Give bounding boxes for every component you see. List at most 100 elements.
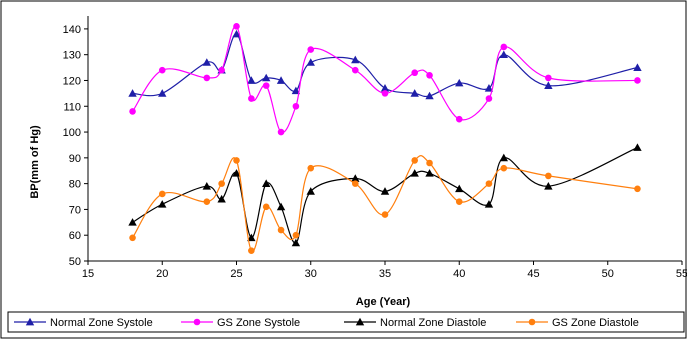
legend-label: Normal Zone Diastole (380, 317, 486, 329)
data-point-normal-zone-systole (247, 76, 256, 84)
x-tick-label: 35 (379, 268, 391, 280)
data-point-gs-zone-systole (158, 66, 166, 74)
legend-entry-gs-zone-systole: GS Zone Systole (181, 317, 300, 329)
data-point-normal-zone-systole (544, 81, 553, 89)
data-point-normal-zone-systole (455, 78, 464, 87)
data-point-gs-zone-diastole (158, 190, 166, 198)
data-point-normal-zone-systole (276, 76, 286, 84)
series-gs-zone-diastole (129, 155, 641, 254)
data-point-gs-zone-systole (262, 82, 270, 89)
data-point-gs-zone-systole (352, 66, 359, 74)
x-tick-label: 30 (305, 268, 317, 280)
data-point-normal-zone-diastole (217, 194, 226, 203)
data-point-gs-zone-diastole (426, 159, 433, 167)
data-point-normal-zone-diastole (306, 187, 315, 195)
series-normal-zone-diastole (128, 143, 642, 247)
data-point-gs-zone-diastole (455, 198, 463, 205)
data-point-normal-zone-diastole (484, 200, 494, 208)
plot-area: 50 60 70 80 90 100 110 120 130 140 15 20 25 30 35 40 45 5… (63, 16, 687, 280)
y-tick-label: 120 (63, 75, 81, 87)
data-point-normal-zone-diastole (262, 179, 271, 187)
data-point-gs-zone-diastole (352, 180, 359, 187)
data-point-gs-zone-diastole (203, 198, 211, 205)
y-tick-label: 130 (63, 50, 81, 62)
data-point-normal-zone-systole (232, 29, 241, 38)
data-point-normal-zone-diastole (247, 233, 256, 242)
data-point-gs-zone-diastole (500, 164, 508, 172)
data-point-normal-zone-systole (633, 63, 642, 71)
series-gs-zone-systole (129, 23, 641, 136)
data-point-normal-zone-diastole (158, 200, 167, 208)
data-point-normal-zone-diastole (276, 202, 286, 211)
data-point-gs-zone-systole (381, 90, 389, 97)
data-point-gs-zone-systole (485, 95, 493, 102)
x-tick-label: 55 (676, 268, 687, 280)
data-point-normal-zone-systole (306, 58, 315, 66)
data-point-normal-zone-diastole (633, 143, 642, 151)
x-axis-title: Age (Year) (356, 296, 411, 308)
data-point-normal-zone-diastole (380, 187, 390, 195)
y-tick-label: 140 (63, 24, 81, 36)
y-tick-label: 70 (69, 204, 81, 216)
data-point-normal-zone-diastole (499, 153, 508, 162)
legend-marker (25, 317, 35, 326)
data-point-gs-zone-diastole (248, 247, 255, 254)
y-tick-label: 60 (69, 230, 81, 242)
data-point-gs-zone-diastole (381, 211, 389, 218)
data-point-gs-zone-systole (545, 74, 552, 82)
data-point-normal-zone-diastole (544, 182, 553, 190)
data-point-normal-zone-systole (484, 84, 494, 92)
data-point-normal-zone-systole (425, 91, 434, 100)
data-point-gs-zone-systole (129, 108, 136, 115)
data-point-normal-zone-diastole (455, 184, 464, 193)
data-point-gs-zone-systole (292, 102, 300, 110)
data-point-normal-zone-diastole (410, 169, 419, 177)
data-point-gs-zone-diastole (129, 234, 136, 242)
legend-label: GS Zone Diastole (552, 317, 639, 329)
data-point-normal-zone-systole (158, 89, 167, 97)
data-point-gs-zone-systole (455, 115, 463, 123)
x-tick-label: 45 (527, 268, 539, 280)
data-point-gs-zone-diastole (218, 180, 225, 187)
legend: Normal Zone Systole GS Zone Systole Normal… (7, 311, 685, 333)
data-point-normal-zone-systole (291, 86, 301, 95)
data-point-gs-zone-systole (248, 95, 255, 102)
data-point-normal-zone-diastole (425, 169, 434, 177)
data-point-normal-zone-systole (380, 84, 390, 92)
data-point-normal-zone-systole (499, 50, 508, 59)
data-point-normal-zone-systole (202, 58, 211, 66)
data-point-normal-zone-diastole (291, 238, 301, 247)
data-point-normal-zone-systole (351, 55, 360, 64)
legend-marker (355, 317, 365, 326)
x-tick-label: 25 (230, 268, 242, 280)
y-tick-label: 90 (69, 153, 81, 165)
y-tick-label: 50 (69, 256, 81, 268)
data-point-gs-zone-systole (218, 66, 225, 74)
legend-entry-normal-zone-systole: Normal Zone Systole (14, 317, 153, 329)
x-tick-label: 20 (156, 268, 168, 280)
data-point-normal-zone-diastole (128, 218, 137, 226)
data-point-normal-zone-diastole (202, 182, 211, 190)
data-point-gs-zone-systole (277, 128, 285, 136)
data-point-gs-zone-diastole (411, 157, 419, 164)
legend-entry-normal-zone-diastole: Normal Zone Diastole (344, 317, 486, 329)
data-point-gs-zone-diastole (307, 164, 315, 172)
x-tick-label: 50 (602, 268, 614, 280)
data-point-gs-zone-systole (203, 74, 211, 82)
data-point-normal-zone-systole (410, 89, 419, 97)
legend-label: GS Zone Systole (217, 317, 300, 329)
y-tick-label: 110 (63, 101, 81, 113)
data-point-gs-zone-diastole (292, 231, 300, 239)
data-point-gs-zone-diastole (262, 203, 270, 211)
legend-entry-gs-zone-diastole: GS Zone Diastole (516, 317, 639, 329)
data-point-gs-zone-systole (500, 43, 508, 51)
data-point-gs-zone-systole (426, 72, 433, 79)
legend-marker (528, 318, 536, 326)
data-point-normal-zone-systole (262, 73, 271, 82)
legend-marker (193, 318, 201, 326)
data-point-gs-zone-systole (233, 23, 240, 30)
data-point-normal-zone-diastole (232, 169, 241, 177)
